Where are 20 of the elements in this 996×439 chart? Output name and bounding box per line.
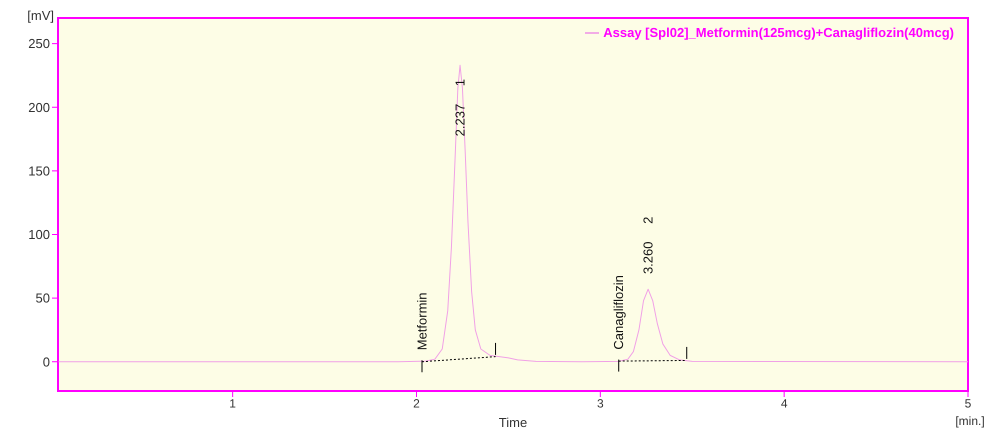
legend-label: Assay [Spl02]_Metformin(125mcg)+Canagliflozin(40mcg) — [603, 25, 954, 40]
y-tick-label: 200 — [28, 100, 50, 115]
x-tick-label: 1 — [229, 396, 236, 411]
y-tick-label: 150 — [28, 163, 50, 178]
annotation: 2.237 1 — [452, 78, 468, 136]
y-axis-title: [mV] — [27, 8, 54, 23]
annotation: Canagliflozin — [611, 275, 626, 350]
y-tick-label: 0 — [42, 354, 50, 370]
x-tick-label: 2 — [413, 396, 420, 411]
x-axis-title: Time — [498, 415, 528, 430]
x-tick-label: 4 — [780, 396, 788, 411]
y-tick-label: 50 — [36, 290, 50, 306]
y-tick-label: 100 — [28, 227, 50, 242]
line-series — [58, 64, 968, 362]
text: [min.] — [955, 414, 985, 428]
x-tick-label: 3 — [596, 396, 604, 411]
annotation: 3.260 2 — [640, 216, 656, 274]
y-tick-label: 250 — [28, 36, 50, 52]
annotation: Metformin — [414, 292, 430, 350]
x-tick-label: 5 — [964, 396, 972, 411]
